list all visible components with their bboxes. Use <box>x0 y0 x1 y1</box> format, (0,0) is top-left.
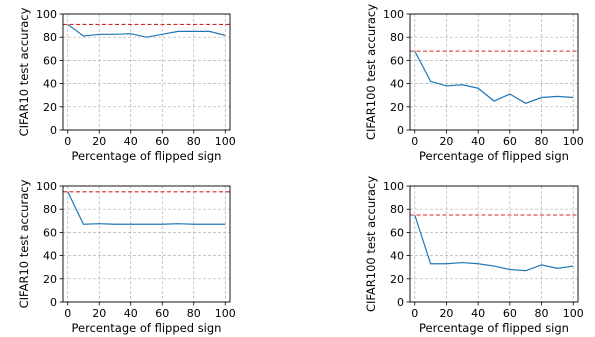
y-axis-label: CIFAR10 test accuracy <box>17 7 31 136</box>
y-tick-label: 80 <box>390 203 404 216</box>
y-axis-label: CIFAR100 test accuracy <box>364 4 378 140</box>
plot-frame <box>409 13 579 131</box>
y-tick-label: 60 <box>43 226 57 239</box>
y-tick-label: 60 <box>390 54 404 67</box>
y-tick-label: 80 <box>43 31 57 44</box>
y-tick-label: 40 <box>43 78 57 91</box>
y-tick-label: 100 <box>36 180 57 193</box>
x-axis-label: Percentage of flipped sign <box>72 149 222 163</box>
x-tick-label: 60 <box>503 135 517 148</box>
plot-frame <box>62 185 231 303</box>
y-tick-label: 0 <box>50 296 57 309</box>
y-axis-label: CIFAR10 test accuracy <box>17 179 31 308</box>
y-tick-label: 0 <box>50 124 57 137</box>
y-tick-label: 20 <box>43 101 57 114</box>
x-tick-label: 100 <box>215 135 236 148</box>
y-tick-label: 20 <box>390 101 404 114</box>
x-axis-label: Percentage of flipped sign <box>72 321 222 335</box>
y-axis-label: CIFAR100 test accuracy <box>364 176 378 312</box>
series-line-1 <box>414 50 574 104</box>
x-tick-label: 80 <box>187 307 201 320</box>
x-axis-label: Percentage of flipped sign <box>419 149 569 163</box>
series-line-1 <box>67 23 226 38</box>
series-line-1 <box>67 191 226 225</box>
x-axis-label: Percentage of flipped sign <box>419 321 569 335</box>
y-tick-label: 100 <box>36 8 57 21</box>
x-tick-label: 60 <box>503 307 517 320</box>
x-tick-label: 20 <box>439 135 453 148</box>
y-tick-label: 100 <box>383 180 404 193</box>
y-tick-label: 0 <box>397 296 404 309</box>
plot-frame <box>62 13 231 131</box>
x-tick-label: 100 <box>563 307 584 320</box>
y-tick-label: 100 <box>383 8 404 21</box>
y-tick-label: 40 <box>390 250 404 263</box>
x-tick-label: 100 <box>215 307 236 320</box>
x-tick-label: 20 <box>92 307 106 320</box>
x-tick-label: 0 <box>64 135 71 148</box>
x-tick-label: 80 <box>535 135 549 148</box>
x-tick-label: 40 <box>124 307 138 320</box>
x-tick-label: 40 <box>124 135 138 148</box>
plot-frame <box>409 185 579 303</box>
y-tick-label: 0 <box>397 124 404 137</box>
x-tick-label: 60 <box>155 307 169 320</box>
x-tick-label: 0 <box>411 135 418 148</box>
x-tick-label: 80 <box>187 135 201 148</box>
x-tick-label: 0 <box>64 307 71 320</box>
y-tick-label: 40 <box>390 78 404 91</box>
x-tick-label: 0 <box>411 307 418 320</box>
y-tick-label: 60 <box>390 226 404 239</box>
x-tick-label: 60 <box>155 135 169 148</box>
y-tick-label: 80 <box>43 203 57 216</box>
x-tick-label: 40 <box>471 135 485 148</box>
x-tick-label: 40 <box>471 307 485 320</box>
x-tick-label: 100 <box>563 135 584 148</box>
x-tick-label: 20 <box>439 307 453 320</box>
series-line-1 <box>414 214 574 272</box>
y-tick-label: 20 <box>390 273 404 286</box>
y-tick-label: 60 <box>43 54 57 67</box>
y-tick-label: 40 <box>43 250 57 263</box>
y-tick-label: 20 <box>43 273 57 286</box>
y-tick-label: 80 <box>390 31 404 44</box>
x-tick-label: 20 <box>92 135 106 148</box>
x-tick-label: 80 <box>535 307 549 320</box>
